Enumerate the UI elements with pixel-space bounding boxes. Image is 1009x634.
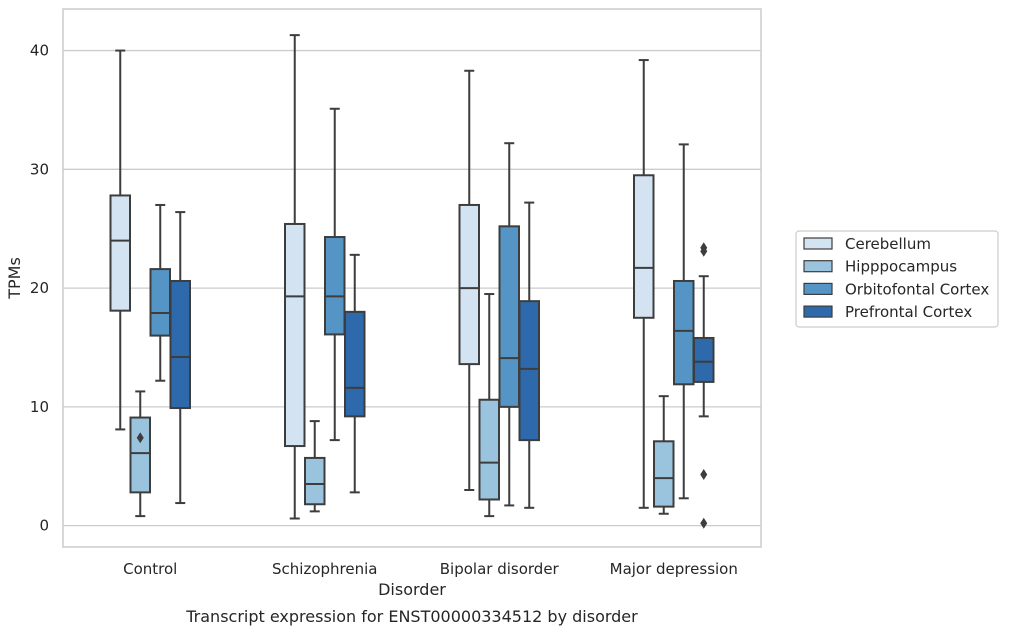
outlier-point [700, 517, 708, 529]
box-cerebellum [109, 49, 131, 431]
box-iqr [693, 336, 715, 383]
legend-swatch [803, 282, 833, 295]
outlier-point [700, 469, 708, 481]
legend-label: Cerebellum [845, 235, 931, 253]
y-tick-label: 40 [30, 42, 49, 60]
x-tick-label: Schizophrenia [272, 560, 377, 578]
box-iqr [633, 174, 655, 319]
box-iqr [518, 300, 540, 442]
outlier-point [700, 242, 708, 254]
legend-swatch [803, 237, 833, 250]
legend-swatch [803, 305, 833, 318]
box-iqr [109, 194, 131, 312]
y-tick-label: 10 [30, 398, 49, 416]
box-iqr [149, 268, 171, 337]
outlier-point [136, 432, 144, 444]
y-tick-label: 20 [30, 279, 49, 297]
x-tick-label: Bipolar disorder [440, 560, 560, 578]
plot-frame [62, 8, 762, 548]
legend-label: Orbitofontal Cortex [845, 280, 989, 298]
box-iqr [458, 203, 480, 366]
box-iqr [498, 225, 520, 408]
y-axis-ticks: 0 10 20 30 40 [30, 42, 49, 535]
box-iqr [653, 440, 675, 508]
box-hipppocampus [478, 293, 500, 518]
box-prefrontal-cortex [169, 211, 191, 505]
box-orbitofontal-cortex [498, 142, 520, 507]
box-iqr [284, 222, 306, 448]
box-cerebellum [633, 59, 655, 509]
legend: Cerebellum Hipppocampus Orbitofontal Corte… [795, 230, 999, 328]
x-tick-label: Major depression [610, 560, 738, 578]
y-tick-label: 0 [39, 517, 49, 535]
box-orbitofontal-cortex [324, 107, 346, 442]
legend-label: Prefrontal Cortex [845, 303, 972, 321]
box-iqr [673, 279, 695, 386]
legend-label: Hipppocampus [845, 258, 957, 276]
box-prefrontal-cortex [518, 201, 540, 509]
box-iqr [304, 456, 326, 506]
legend-frame [795, 230, 999, 328]
chart-caption: Transcript expression for ENST0000033451… [185, 607, 638, 626]
box-cerebellum [284, 34, 306, 520]
box-iqr [129, 416, 151, 494]
box-iqr [324, 236, 346, 336]
box-iqr [478, 398, 500, 501]
box-series [109, 34, 715, 529]
box-cerebellum [458, 69, 480, 491]
box-hipppocampus [304, 420, 326, 513]
x-tick-label: Control [123, 560, 177, 578]
x-axis-ticks: Control Schizophrenia Bipolar disorder Majo… [123, 560, 738, 578]
box-prefrontal-cortex [693, 242, 715, 529]
box-prefrontal-cortex [344, 253, 366, 494]
box-iqr [344, 310, 366, 418]
box-orbitofontal-cortex [149, 203, 171, 382]
y-axis-label: TPMs [5, 257, 24, 300]
y-tick-label: 30 [30, 160, 49, 178]
box-hipppocampus [653, 395, 675, 515]
box-orbitofontal-cortex [673, 143, 695, 500]
box-iqr [169, 279, 191, 410]
box-hipppocampus [129, 390, 151, 518]
legend-swatch [803, 260, 833, 273]
x-axis-label: Disorder [378, 580, 446, 599]
